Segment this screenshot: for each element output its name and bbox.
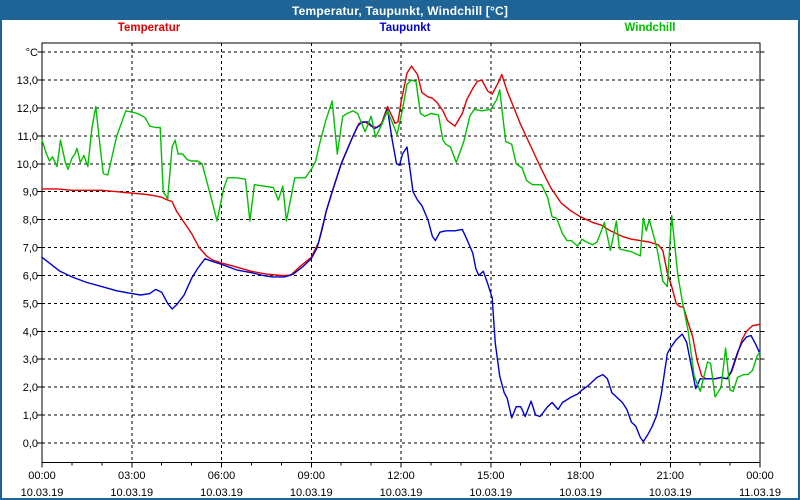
x-axis-date-label: 10.03.19 <box>21 487 64 499</box>
window-title-bar: Temperatur, Taupunkt, Windchill [°C] <box>2 2 798 20</box>
x-axis-time-label: 12:00 <box>387 470 415 482</box>
series-line-taupunkt <box>41 108 761 443</box>
y-axis-label: 4,0 <box>23 326 38 338</box>
y-axis-label: 0,0 <box>23 438 38 450</box>
legend-item-windchill: Windchill <box>624 22 676 34</box>
y-axis-label: 11,0 <box>17 131 38 143</box>
x-axis-date-label: 11.03.19 <box>739 487 781 499</box>
series-line-windchill <box>41 79 761 398</box>
x-axis-time-label: 06:00 <box>208 470 236 482</box>
x-axis-date-label: 10.03.19 <box>469 487 512 499</box>
y-axis-label: 12,0 <box>17 103 38 115</box>
y-axis-label: 1,0 <box>23 410 38 422</box>
x-axis-date-label: 10.03.19 <box>290 487 333 499</box>
y-axis-label: 9,0 <box>23 187 38 199</box>
series-line-temperatur <box>41 65 761 380</box>
y-axis-label: 13,0 <box>17 75 38 87</box>
y-axis-label: 3,0 <box>23 354 38 366</box>
x-axis-time-label: 18:00 <box>567 470 595 482</box>
window-title: Temperatur, Taupunkt, Windchill [°C] <box>291 4 509 18</box>
legend-item-temperatur: Temperatur <box>117 22 181 34</box>
x-axis-date-label: 10.03.19 <box>200 487 243 499</box>
x-axis-date-label: 10.03.19 <box>380 487 423 499</box>
legend-item-taupunkt: Taupunkt <box>379 22 431 34</box>
x-axis-time-label: 09:00 <box>297 470 325 482</box>
x-axis-date-label: 10.03.19 <box>649 487 692 499</box>
x-axis-time-label: 00:00 <box>28 470 56 482</box>
x-axis-date-label: 10.03.19 <box>559 487 602 499</box>
y-axis-label: 10,0 <box>17 159 38 171</box>
y-axis-label: 7,0 <box>23 243 38 255</box>
y-axis-unit-label: °C <box>26 47 38 59</box>
x-axis-time-label: 00:00 <box>746 470 774 482</box>
y-axis-label: 8,0 <box>23 215 38 227</box>
y-axis-label: 2,0 <box>23 382 38 394</box>
y-axis-label: 5,0 <box>23 298 38 310</box>
x-axis-time-label: 03:00 <box>118 470 146 482</box>
legend: Temperatur Taupunkt Windchill <box>2 22 798 40</box>
y-axis-label: 6,0 <box>23 270 38 282</box>
x-axis-time-label: 21:00 <box>656 470 684 482</box>
x-axis-date-label: 10.03.19 <box>110 487 153 499</box>
x-axis-time-label: 15:00 <box>477 470 505 482</box>
